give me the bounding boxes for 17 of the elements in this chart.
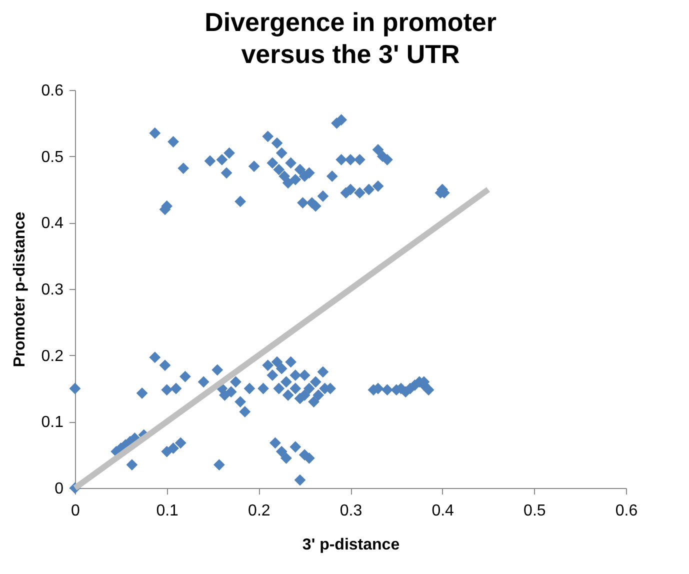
y-tick-label: 0.3 (41, 282, 64, 298)
x-tick-label: 0.2 (248, 502, 270, 520)
x-tick-label: 0.5 (524, 502, 546, 520)
x-tick-label: 0.3 (340, 502, 362, 520)
y-tick-label: 0.5 (41, 148, 64, 166)
y-tick-label: 0.4 (41, 215, 64, 232)
x-tick-label: 0 (71, 502, 80, 520)
y-tick-label: 0.6 (41, 82, 64, 100)
y-tick-label: 0.1 (41, 414, 64, 432)
x-tick-label: 0.1 (156, 502, 179, 520)
y-tick-label: 0.2 (41, 348, 64, 365)
chart-title: Divergence in promoter versus the 3' UTR (204, 7, 496, 69)
x-axis-title: 3' p-distance (302, 536, 400, 554)
x-tick-label: 0.4 (432, 502, 454, 520)
x-tick-label: 0.6 (615, 502, 638, 520)
y-axis-title: Promoter p-distance (11, 212, 28, 368)
y-tick-label: 0 (54, 480, 64, 498)
